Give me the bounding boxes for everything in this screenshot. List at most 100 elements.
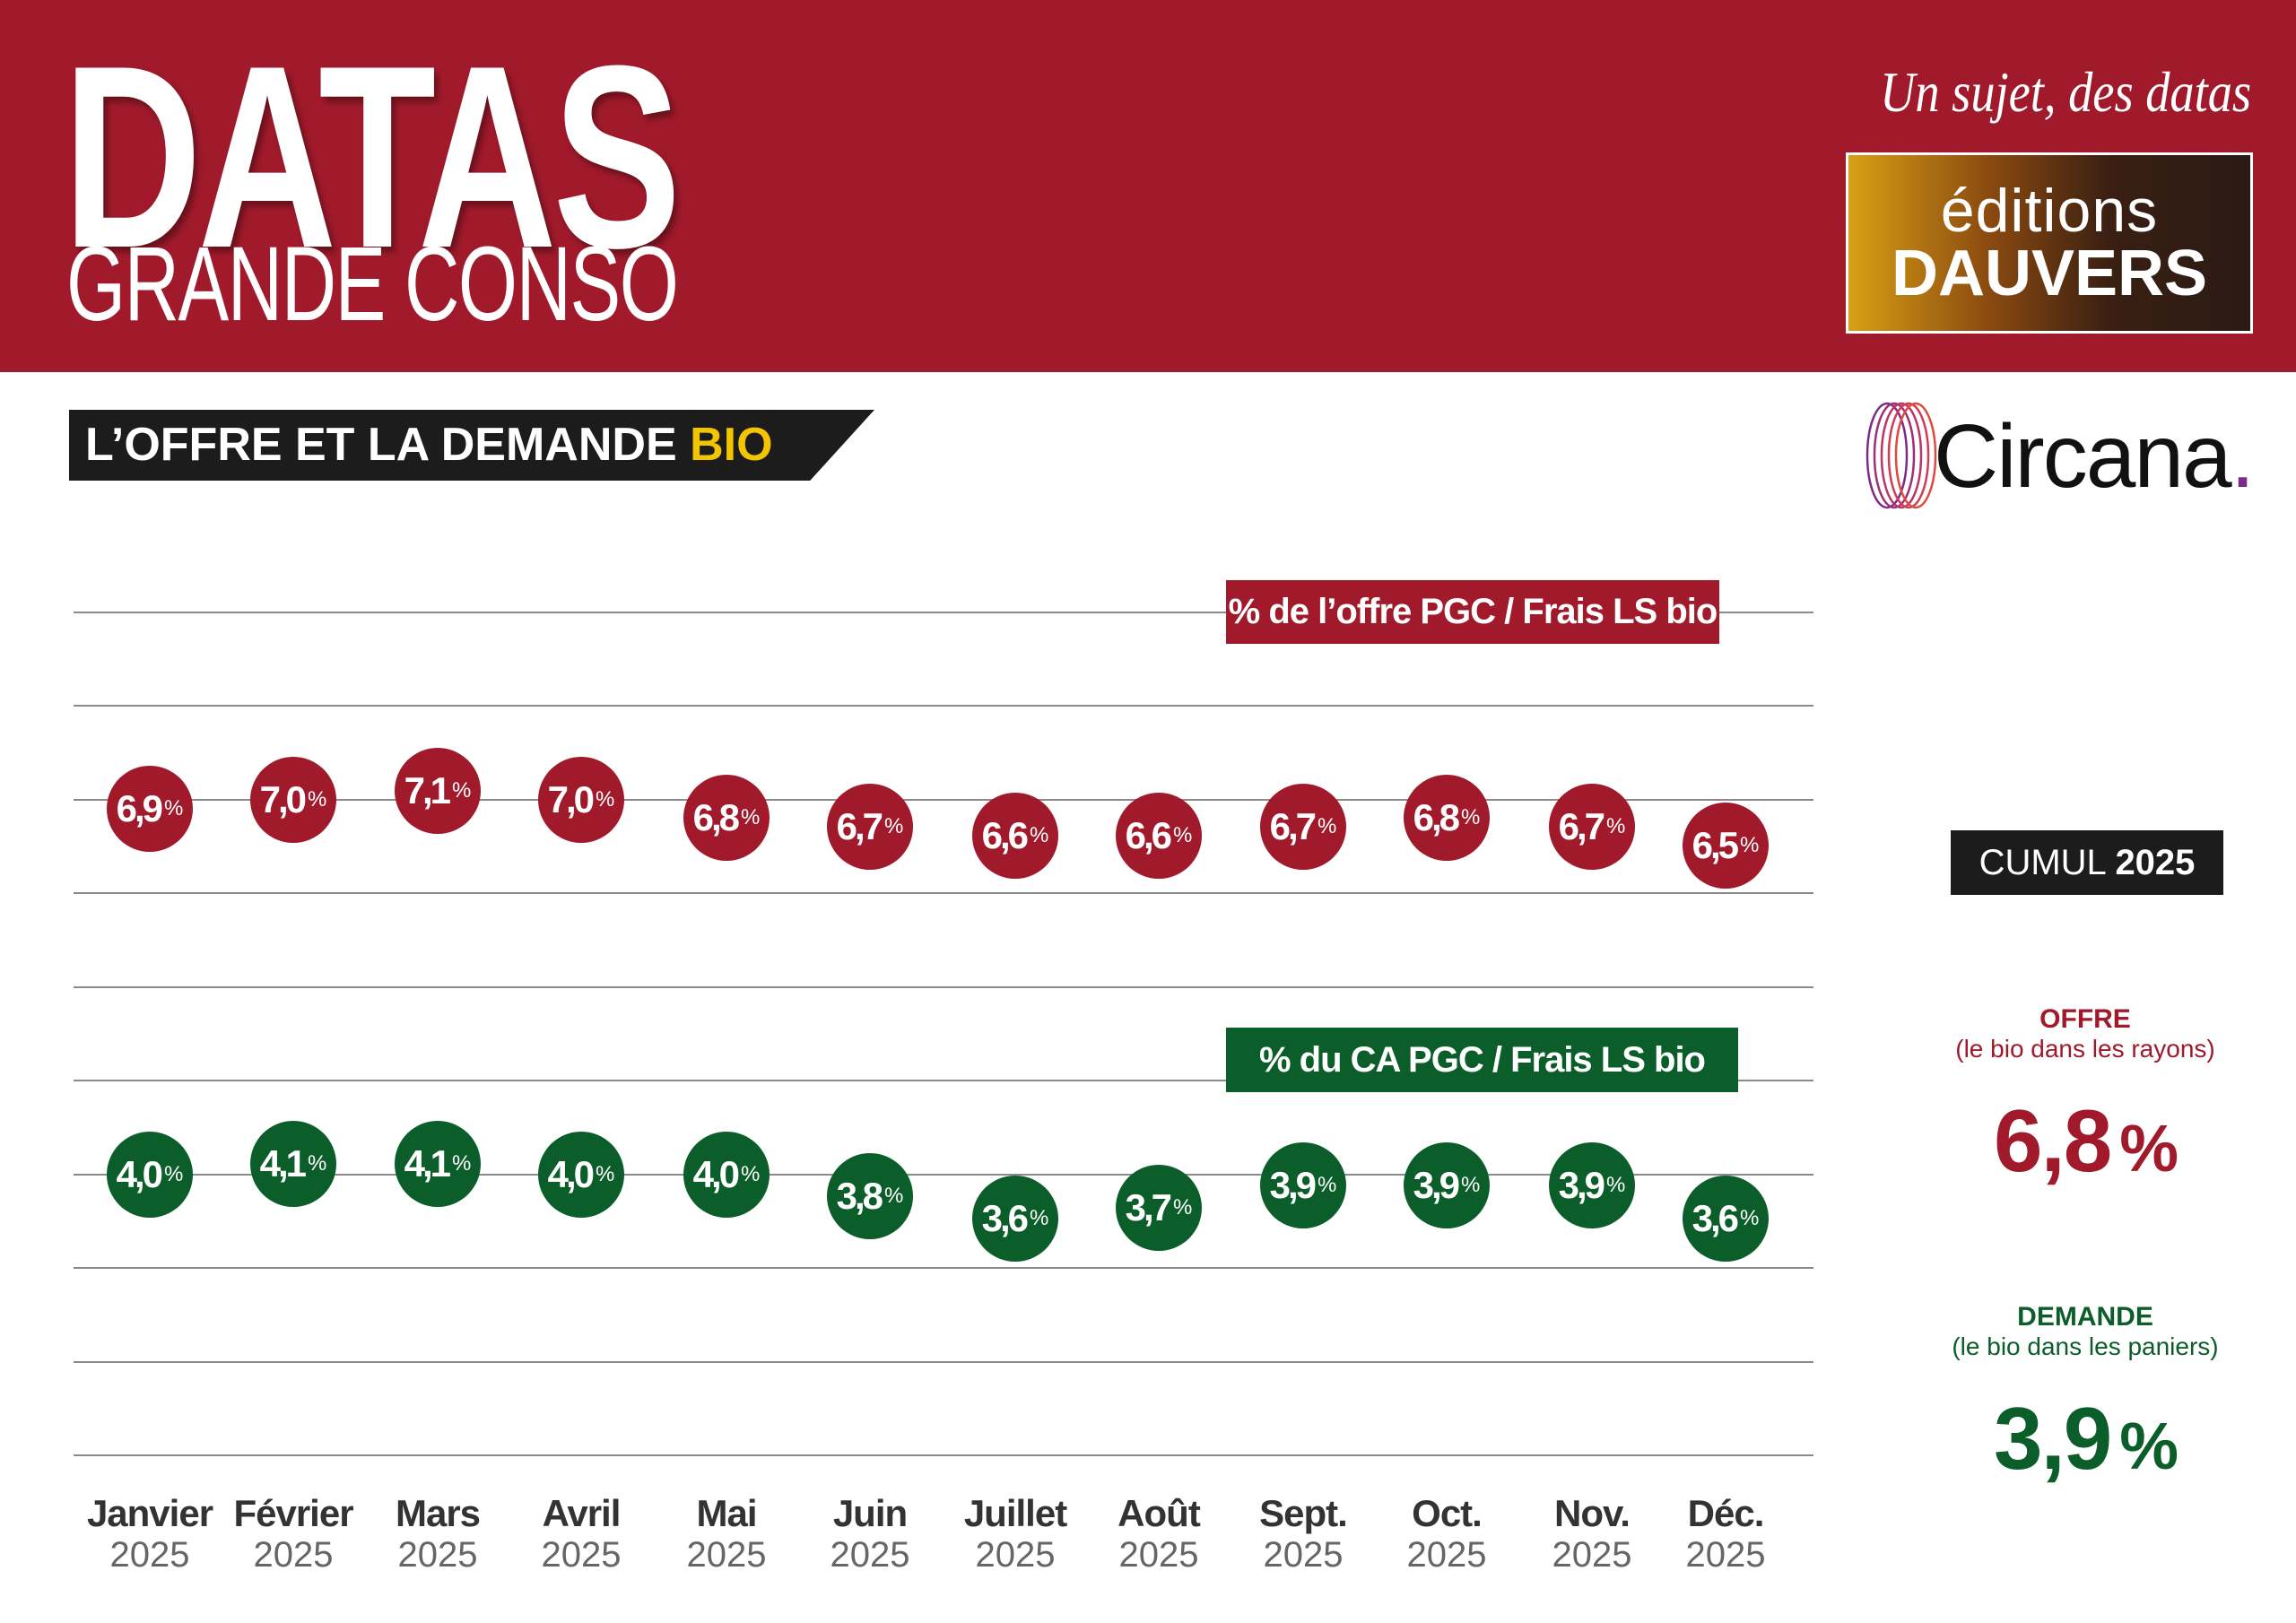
bubble-unit: % — [164, 796, 184, 821]
bubble-value: 3,6 — [1692, 1196, 1739, 1239]
x-tick-label: Déc. 2025 — [1649, 1492, 1802, 1575]
demande-bubble: 3,7% — [1116, 1164, 1202, 1251]
bubble-unit: % — [884, 1184, 904, 1209]
cumul-badge: CUMUL 2025 — [1951, 830, 2223, 895]
bubble-unit: % — [308, 787, 327, 812]
bubble-unit: % — [1740, 832, 1760, 857]
gridline — [74, 1361, 1813, 1363]
x-tick-label: Janvier 2025 — [74, 1492, 226, 1575]
offre-bubble: 6,7% — [827, 784, 913, 871]
bubble-value: 6,7 — [836, 805, 883, 848]
offre-bubble: 6,9% — [107, 766, 193, 853]
bubble-unit: % — [452, 777, 472, 803]
bubble-value: 6,8 — [1413, 796, 1460, 839]
bubble-unit: % — [1740, 1205, 1760, 1230]
bubble-unit: % — [1030, 823, 1049, 848]
bubble-value: 6,5 — [1692, 823, 1739, 866]
demande-bubble: 4,1% — [395, 1120, 481, 1207]
x-tick-label: Juillet 2025 — [939, 1492, 1091, 1575]
x-tick-year: 2025 — [397, 1535, 478, 1575]
gridline — [74, 612, 1813, 613]
x-tick-year: 2025 — [109, 1535, 190, 1575]
x-tick-month: Juin — [832, 1492, 908, 1534]
x-tick-month: Sept. — [1259, 1492, 1348, 1534]
gridline — [74, 1454, 1813, 1456]
offre-bubble: 6,7% — [1260, 784, 1346, 871]
bubble-unit: % — [1030, 1205, 1049, 1230]
gridline — [74, 1267, 1813, 1269]
offre-bubble: 6,8% — [1404, 775, 1490, 862]
x-tick-label: Sept. 2025 — [1227, 1492, 1379, 1575]
gridline — [74, 892, 1813, 894]
x-tick-label: Oct. 2025 — [1370, 1492, 1523, 1575]
gridline — [74, 1174, 1813, 1176]
gridline — [74, 705, 1813, 707]
x-tick-month: Déc. — [1687, 1492, 1765, 1534]
bubble-value: 6,7 — [1558, 805, 1605, 848]
x-tick-label: Février 2025 — [217, 1492, 370, 1575]
circana-logo: Circana. — [1860, 398, 2256, 513]
offre-bubble: 7,0% — [250, 757, 336, 843]
x-tick-year: 2025 — [1685, 1535, 1766, 1575]
section-title: L’OFFRE ET LA DEMANDE BIO — [69, 410, 874, 481]
offre-bubble: 7,0% — [538, 757, 624, 843]
bubble-value: 3,6 — [981, 1196, 1029, 1239]
bubble-unit: % — [1318, 1173, 1337, 1198]
bubble-value: 7,0 — [547, 778, 595, 820]
bubble-value: 6,9 — [116, 787, 163, 830]
x-tick-year: 2025 — [1406, 1535, 1487, 1575]
bubble-value: 6,8 — [692, 796, 740, 839]
bubble-unit: % — [596, 787, 615, 812]
section-title-highlight: BIO — [690, 419, 773, 471]
publisher-line1: éditions — [1940, 177, 2159, 245]
x-tick-label: Nov. 2025 — [1516, 1492, 1668, 1575]
section-title-text: L’OFFRE ET LA DEMANDE — [85, 419, 677, 471]
tagline: Un sujet, des datas — [1879, 60, 2251, 124]
circana-rings-icon — [1866, 402, 1937, 509]
x-tick-year: 2025 — [253, 1535, 334, 1575]
bubble-unit: % — [164, 1162, 184, 1186]
bubble-value: 3,7 — [1125, 1185, 1172, 1228]
bubble-value: 4,0 — [692, 1153, 740, 1195]
x-tick-label: Avril 2025 — [505, 1492, 657, 1575]
bubble-unit: % — [1606, 1173, 1626, 1198]
cumul-offre: OFFRE (le bio dans les rayons) 6,8% — [1910, 1004, 2260, 1192]
bubble-unit: % — [1461, 1173, 1481, 1198]
demande-bubble: 3,8% — [827, 1153, 913, 1240]
offre-bubble: 6,5% — [1683, 802, 1769, 889]
x-tick-year: 2025 — [541, 1535, 622, 1575]
gridline — [74, 799, 1813, 801]
bubble-value: 3,8 — [836, 1175, 883, 1218]
demande-bubble: 4,1% — [250, 1120, 336, 1207]
x-tick-year: 2025 — [1118, 1535, 1199, 1575]
x-tick-label: Juin 2025 — [794, 1492, 946, 1575]
offre-bubble: 6,6% — [1116, 793, 1202, 880]
x-tick-month: Avril — [542, 1492, 622, 1534]
bubble-unit: % — [884, 814, 904, 839]
demande-bubble: 3,9% — [1404, 1142, 1490, 1229]
demande-bubble: 3,9% — [1549, 1142, 1635, 1229]
publisher-line2: DAUVERS — [1891, 238, 2208, 309]
series-label-offre: % de l’offre PGC / Frais LS bio — [1226, 580, 1719, 644]
header-band: DATAS GRANDE CONSO Un sujet, des datas é… — [0, 0, 2296, 372]
cumul-demande-subtitle: (le bio dans les paniers) — [1952, 1332, 2219, 1360]
bubble-unit: % — [1318, 814, 1337, 839]
bubble-value: 6,6 — [981, 814, 1029, 857]
bubble-unit: % — [308, 1150, 327, 1176]
x-tick-year: 2025 — [830, 1535, 910, 1575]
bubble-value: 4,1 — [259, 1141, 307, 1185]
x-tick-month: Juillet — [963, 1492, 1067, 1534]
x-tick-year: 2025 — [975, 1535, 1056, 1575]
x-tick-month: Mars — [395, 1492, 481, 1534]
offre-bubble: 7,1% — [395, 747, 481, 834]
cumul-demande-title: DEMANDE — [2017, 1302, 2153, 1332]
demande-bubble: 3,9% — [1260, 1142, 1346, 1229]
x-tick-month: Janvier — [86, 1492, 213, 1534]
offre-bubble: 6,7% — [1549, 784, 1635, 871]
bubble-value: 4,0 — [547, 1153, 595, 1195]
publisher-logo: éditions DAUVERS — [1846, 152, 2253, 334]
demande-bubble: 4,0% — [683, 1132, 770, 1218]
offre-bubble: 6,8% — [683, 775, 770, 862]
demande-bubble: 4,0% — [538, 1132, 624, 1218]
cumul-demande-value: 3,9% — [1993, 1389, 2179, 1488]
